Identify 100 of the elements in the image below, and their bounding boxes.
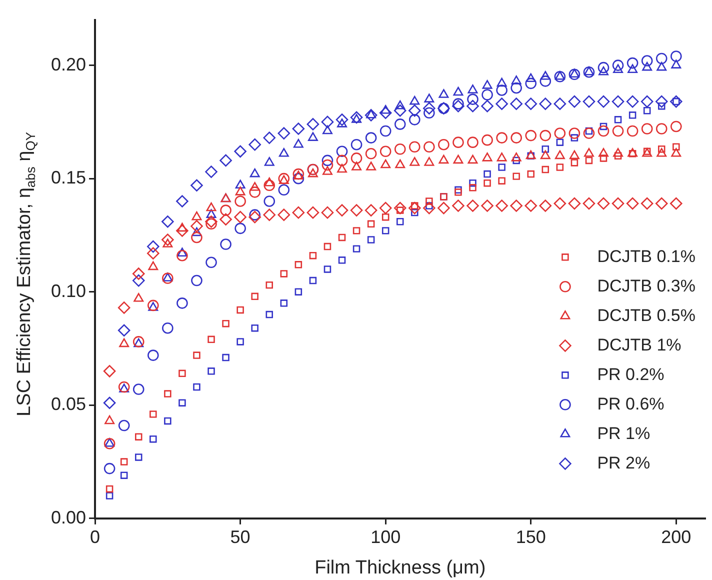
point	[395, 159, 406, 168]
point	[164, 417, 172, 425]
point	[162, 272, 173, 282]
point	[410, 157, 420, 166]
point	[484, 179, 491, 187]
point	[292, 172, 304, 184]
point	[614, 116, 622, 124]
point	[524, 200, 538, 212]
point	[322, 166, 332, 175]
point	[220, 238, 232, 250]
point	[408, 202, 421, 214]
point	[438, 154, 449, 164]
point	[670, 120, 682, 132]
point	[306, 118, 320, 130]
point	[408, 104, 421, 117]
point	[380, 104, 391, 114]
point	[176, 224, 188, 237]
point	[208, 368, 215, 375]
point	[147, 350, 159, 361]
point	[569, 68, 580, 78]
point	[408, 141, 420, 153]
point	[469, 184, 476, 192]
point	[280, 300, 288, 307]
point	[366, 162, 376, 170]
point	[266, 281, 273, 289]
point	[162, 238, 173, 248]
point	[364, 109, 378, 122]
point	[423, 102, 436, 115]
point	[338, 234, 346, 242]
point	[525, 78, 537, 90]
point	[511, 76, 522, 84]
legend-label: DCJTB 0.3%	[597, 276, 696, 296]
point	[438, 138, 450, 150]
point	[672, 143, 680, 150]
point	[118, 420, 130, 432]
point	[336, 146, 348, 158]
point	[453, 86, 464, 96]
point	[656, 62, 667, 71]
point	[570, 159, 578, 166]
point	[394, 118, 406, 130]
point	[365, 132, 377, 144]
point	[191, 232, 202, 244]
point	[540, 130, 552, 142]
point	[106, 492, 114, 500]
point	[612, 95, 624, 108]
point	[248, 138, 261, 151]
point	[641, 55, 653, 66]
point	[321, 116, 334, 128]
point	[524, 98, 538, 110]
point	[526, 73, 536, 82]
point	[510, 82, 522, 94]
point	[292, 122, 305, 135]
point	[612, 197, 624, 210]
point	[162, 215, 174, 228]
point	[411, 208, 418, 216]
point	[510, 132, 522, 144]
point	[338, 256, 346, 264]
point	[120, 472, 128, 479]
point	[249, 186, 260, 198]
point	[350, 111, 363, 124]
point	[263, 208, 276, 221]
point	[670, 50, 682, 62]
point	[235, 186, 246, 196]
point	[324, 266, 332, 273]
point	[146, 240, 160, 253]
point	[512, 172, 520, 180]
point	[190, 179, 203, 192]
point	[626, 95, 639, 108]
point	[452, 200, 464, 212]
point	[294, 261, 302, 268]
point	[367, 220, 375, 228]
point	[454, 188, 462, 196]
point	[410, 96, 420, 105]
point	[294, 288, 302, 296]
point	[582, 197, 596, 210]
point	[600, 122, 608, 130]
point	[640, 95, 654, 108]
point	[452, 100, 464, 112]
point	[467, 136, 478, 148]
point	[482, 80, 492, 89]
point	[176, 298, 188, 309]
point	[438, 89, 449, 98]
point	[379, 202, 392, 214]
point	[306, 206, 320, 219]
point	[556, 138, 564, 146]
point	[656, 123, 668, 134]
point	[597, 197, 610, 210]
point	[350, 204, 363, 216]
point	[150, 435, 157, 443]
point	[554, 98, 566, 110]
point	[350, 138, 362, 150]
point	[280, 270, 288, 278]
x-tick-label: 100	[370, 527, 401, 548]
point	[382, 213, 390, 221]
point	[263, 132, 276, 144]
point	[208, 336, 215, 344]
point	[613, 64, 624, 73]
point	[658, 146, 666, 153]
point	[598, 62, 610, 74]
point	[496, 98, 508, 110]
